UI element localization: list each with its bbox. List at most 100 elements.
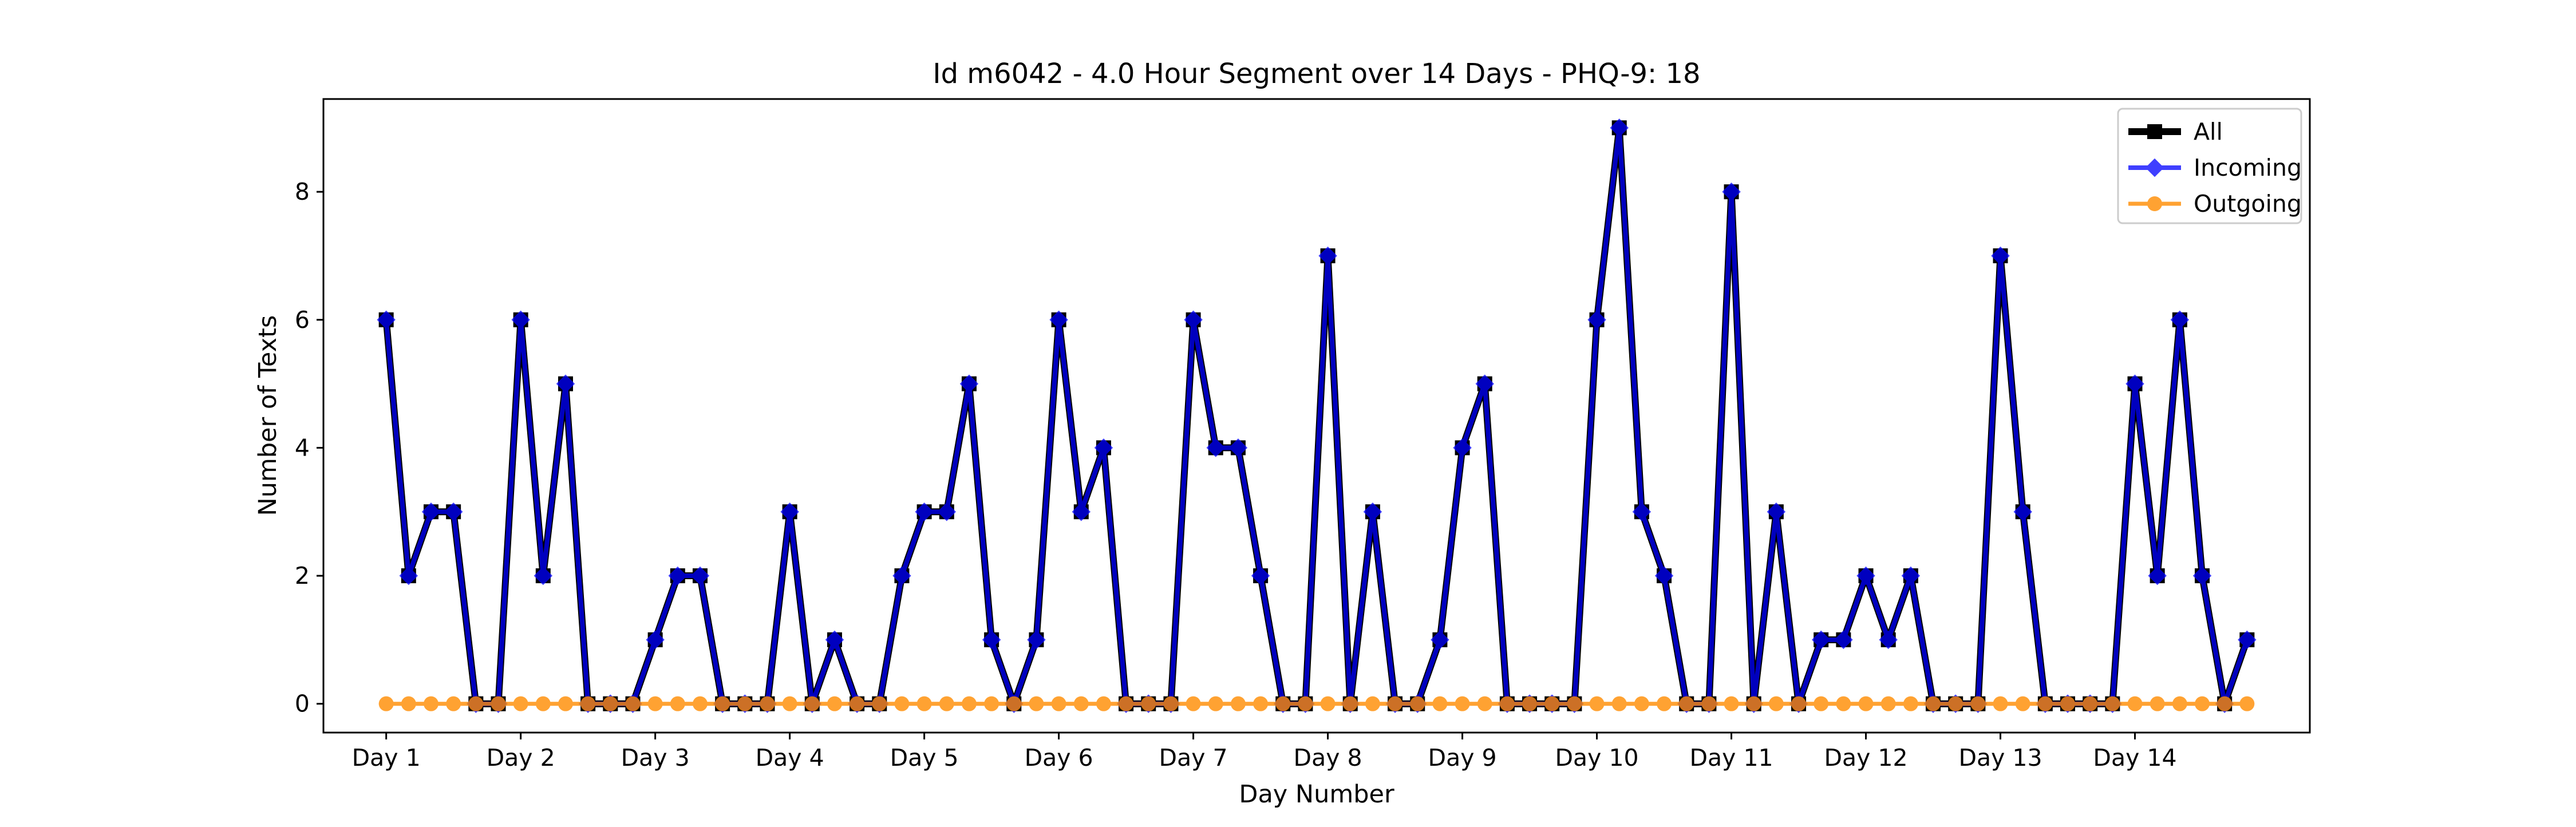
data-point	[2013, 502, 2032, 521]
data-point	[2148, 566, 2167, 585]
data-point	[804, 696, 820, 711]
data-point	[2239, 696, 2255, 711]
data-point	[1431, 630, 1449, 650]
data-point	[1206, 438, 1226, 457]
data-point	[535, 696, 551, 711]
data-point	[1879, 630, 1898, 650]
data-point	[647, 696, 663, 711]
data-point	[825, 630, 844, 650]
data-point	[1544, 696, 1560, 711]
legend-marker	[2145, 158, 2164, 177]
data-point	[377, 310, 396, 330]
data-point	[2150, 696, 2165, 711]
x-axis: Day 1 Day 2 Day 3 Day 4 Day 5 Day 6 Day 7 Day 8…	[352, 733, 2177, 771]
data-point	[2037, 696, 2053, 711]
data-point	[1991, 246, 2010, 266]
data-point	[1722, 182, 1741, 201]
data-point	[1253, 696, 1269, 711]
data-point	[491, 696, 506, 711]
data-point	[2192, 566, 2212, 585]
data-point	[780, 502, 799, 521]
legend-swatch	[2128, 158, 2181, 177]
data-point	[421, 502, 441, 521]
x-tick-label: Day 5	[890, 744, 959, 771]
data-point	[1634, 696, 1649, 711]
data-point	[1724, 696, 1739, 711]
y-tick-label: 2	[295, 562, 310, 589]
data-point	[511, 310, 530, 330]
data-point	[1814, 696, 1829, 711]
data-point	[1611, 696, 1627, 711]
x-tick-label: Day 12	[1824, 744, 1907, 771]
data-point	[894, 696, 910, 711]
data-point	[1499, 696, 1515, 711]
data-point	[1432, 696, 1448, 711]
x-tick-label: Day 2	[487, 744, 555, 771]
data-point	[1970, 696, 1986, 711]
data-point	[1455, 696, 1470, 711]
plot-frame	[322, 98, 2311, 734]
data-point	[423, 696, 438, 711]
data-point	[603, 696, 618, 711]
data-point	[1072, 502, 1091, 521]
data-point	[827, 696, 842, 711]
data-point	[646, 630, 665, 650]
data-point	[2217, 696, 2233, 711]
data-point	[692, 696, 708, 711]
data-point	[939, 696, 954, 711]
x-tick-label: Day 14	[2093, 744, 2176, 771]
data-point	[625, 696, 641, 711]
data-point	[1679, 696, 1694, 711]
data-point	[1363, 502, 1382, 521]
data-point	[892, 566, 911, 585]
data-point	[1856, 566, 1875, 585]
data-point	[760, 696, 775, 711]
y-tick-label: 6	[295, 306, 310, 334]
data-point	[2170, 310, 2190, 330]
data-point	[1073, 696, 1089, 711]
data-point	[2172, 696, 2187, 711]
data-point	[513, 696, 528, 711]
data-point	[1654, 566, 1674, 585]
data-point	[444, 502, 463, 521]
data-point	[1948, 696, 1963, 711]
data-point	[1186, 696, 1201, 711]
chart-title: Id m6042 - 4.0 Hour Segment over 14 Days…	[933, 58, 1700, 90]
data-point	[1993, 696, 2008, 711]
data-point	[2015, 696, 2030, 711]
data-point	[1858, 696, 1874, 711]
data-point	[446, 696, 461, 711]
data-point	[1051, 696, 1066, 711]
data-point	[1522, 696, 1538, 711]
data-point	[2083, 696, 2098, 711]
data-point	[1903, 696, 1918, 711]
data-point	[1251, 566, 1270, 585]
data-point	[1119, 696, 1134, 711]
data-point	[737, 696, 753, 711]
data-point	[401, 696, 416, 711]
legend-entry: Incoming	[2194, 154, 2302, 181]
legend: All Incoming Outgoing	[2117, 108, 2302, 224]
data-point	[1208, 696, 1223, 711]
data-point	[984, 696, 999, 711]
legend-entry: Outgoing	[2194, 190, 2302, 217]
data-point	[690, 566, 710, 585]
x-tick-label: Day 13	[1958, 744, 2042, 771]
data-point	[1746, 696, 1761, 711]
data-point	[1320, 696, 1336, 711]
data-point	[959, 374, 979, 393]
x-tick-label: Day 4	[756, 744, 824, 771]
plot-area	[377, 118, 2257, 713]
data-point	[1768, 696, 1784, 711]
data-point	[1701, 696, 1717, 711]
data-point	[1228, 438, 1248, 457]
data-point	[1410, 696, 1425, 711]
data-point	[1163, 696, 1179, 711]
x-axis-label: Day Number	[1239, 780, 1394, 809]
data-point	[580, 696, 596, 711]
data-point	[668, 566, 688, 585]
legend-frame	[2117, 108, 2302, 224]
x-tick-label: Day 7	[1159, 744, 1228, 771]
data-point	[1027, 630, 1046, 650]
